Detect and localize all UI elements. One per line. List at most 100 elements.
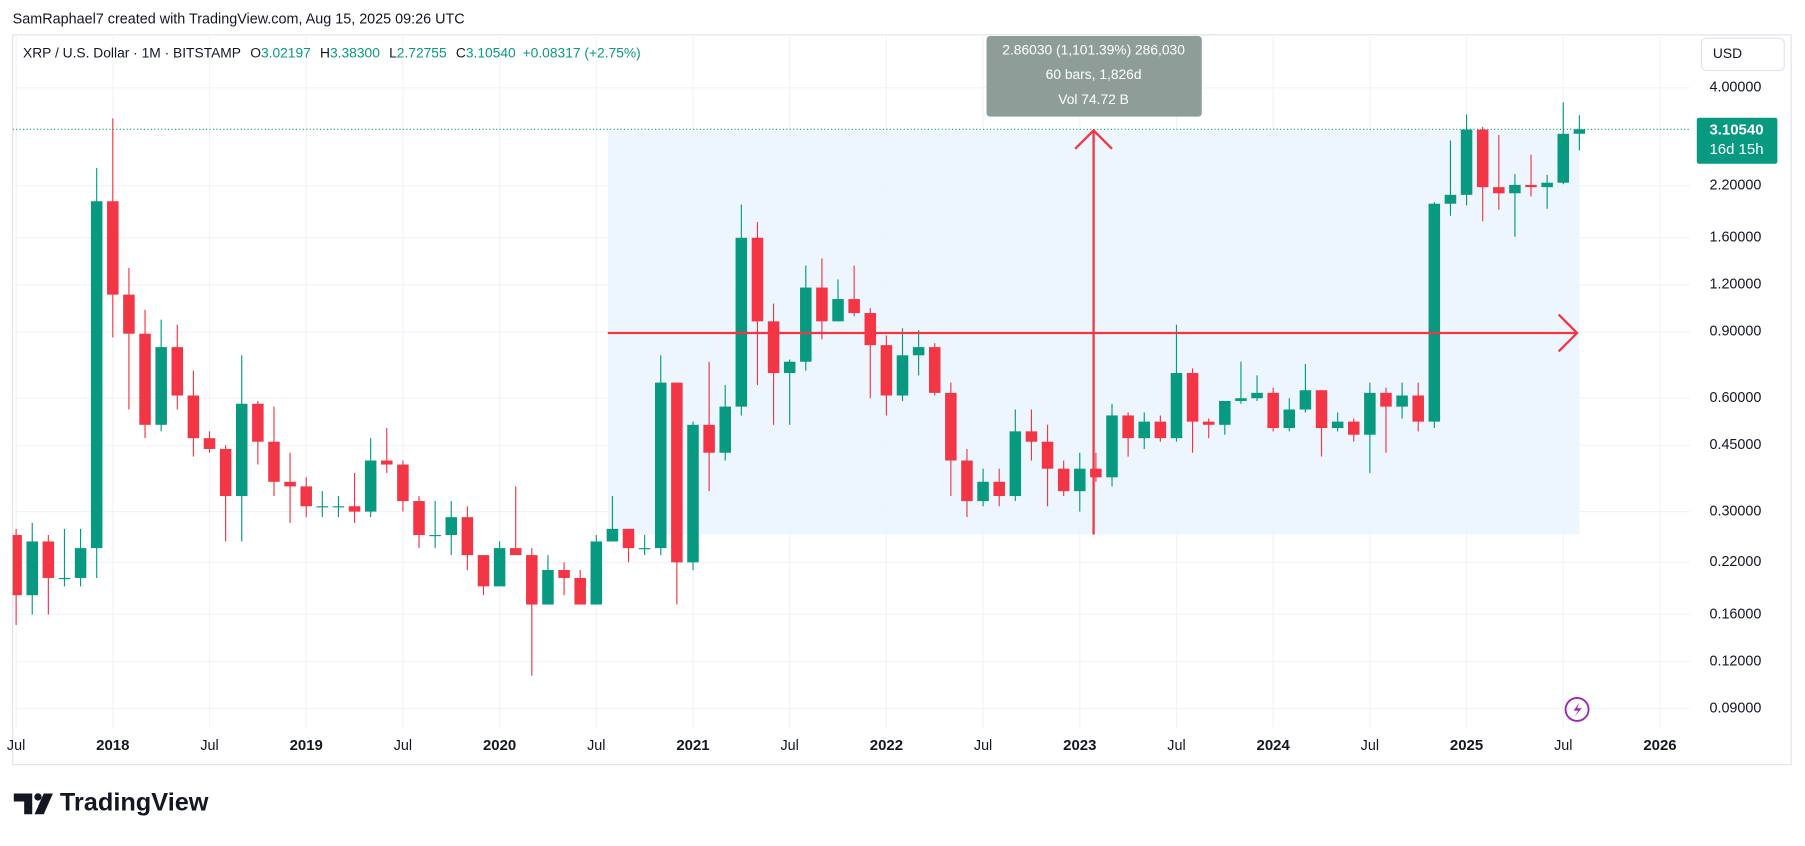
candle-body bbox=[928, 347, 941, 393]
icon-bolt[interactable] bbox=[1573, 702, 1582, 717]
currency[interactable]: USD bbox=[1713, 45, 1742, 61]
measure-box-bg bbox=[986, 36, 1202, 117]
logo: TradingView bbox=[13, 789, 209, 817]
close-label: C bbox=[456, 44, 466, 60]
close-value: 3.10540 bbox=[466, 44, 516, 60]
candle-body bbox=[606, 528, 619, 542]
candle-body bbox=[1541, 182, 1553, 188]
candle-body bbox=[751, 237, 764, 322]
y-tick-label: 0.22000 bbox=[1709, 554, 1761, 570]
candle-body bbox=[961, 460, 973, 502]
candle-body bbox=[1170, 373, 1183, 439]
candle-body bbox=[300, 486, 312, 507]
candle-body bbox=[381, 460, 393, 465]
candle-body bbox=[1476, 129, 1489, 188]
candles bbox=[12, 102, 1690, 676]
candle-body bbox=[1525, 184, 1537, 188]
candle-body bbox=[461, 517, 474, 556]
candle-body bbox=[526, 555, 538, 605]
x-tick-label: 2024 bbox=[1257, 737, 1291, 754]
candle-body bbox=[1057, 468, 1070, 492]
arrow-head bbox=[1557, 313, 1579, 353]
x-tick-label: Jul bbox=[1167, 738, 1185, 754]
y-tick-label: 0.30000 bbox=[1709, 503, 1761, 519]
candle-body bbox=[1154, 421, 1167, 439]
candle-body bbox=[1186, 373, 1199, 422]
measure-change: 2.86030 (1,101.39%) 286,030 bbox=[1002, 42, 1185, 58]
currency-button[interactable] bbox=[1700, 37, 1785, 72]
logo-text: TradingView bbox=[60, 789, 209, 817]
x-tick-label: 2020 bbox=[483, 737, 516, 754]
candle-body bbox=[12, 535, 22, 596]
x-tick-label: 2023 bbox=[1063, 737, 1096, 754]
symbol-legend: XRP / U.S. Dollar · 1M · BITSTAMP O3.0219… bbox=[23, 44, 641, 60]
candle-body bbox=[1460, 129, 1473, 195]
x-tick-label: Jul bbox=[200, 738, 218, 754]
candle-body bbox=[1396, 395, 1408, 407]
x-tick-label: Jul bbox=[1554, 738, 1572, 754]
candle-body bbox=[155, 347, 167, 425]
candle-body bbox=[832, 299, 844, 322]
candle-body bbox=[1009, 431, 1022, 497]
measure-bars: 60 bars, 1,826d bbox=[1046, 66, 1142, 82]
open-value: 3.02197 bbox=[261, 44, 311, 60]
symbol: XRP / U.S. Dollar · 1M · BITSTAMP bbox=[23, 44, 241, 60]
countdown-label: 16d 15h bbox=[1709, 141, 1763, 158]
candle-body bbox=[1106, 415, 1118, 478]
logo-dot bbox=[34, 793, 42, 801]
candle-body bbox=[235, 403, 248, 497]
candle-body bbox=[1283, 409, 1296, 429]
x-tick-label: Jul bbox=[780, 738, 798, 754]
candle-body bbox=[203, 438, 216, 449]
candle-body bbox=[429, 535, 441, 537]
icon-ring[interactable] bbox=[1564, 697, 1590, 722]
candle-body bbox=[316, 506, 329, 508]
candle-body bbox=[735, 237, 748, 407]
logo-slash bbox=[34, 793, 53, 815]
candle-body bbox=[123, 294, 135, 334]
candle-body bbox=[880, 345, 893, 396]
measure-volume: Vol 74.72 B bbox=[1058, 91, 1129, 107]
candle-body bbox=[364, 460, 377, 512]
candle-body bbox=[1267, 392, 1279, 429]
x-tick-label: Jul bbox=[587, 738, 605, 754]
x-tick-label: 2022 bbox=[870, 737, 903, 754]
low-label: L bbox=[389, 44, 397, 60]
candle-body bbox=[993, 481, 1005, 497]
candle-body bbox=[1509, 184, 1521, 194]
candle-body bbox=[477, 555, 490, 587]
candle-body bbox=[397, 464, 409, 502]
candle-body bbox=[558, 569, 570, 578]
candle-body bbox=[687, 424, 699, 563]
candle-body bbox=[896, 355, 909, 396]
assistant-icon[interactable] bbox=[1564, 697, 1590, 722]
candle-body bbox=[1025, 431, 1038, 442]
candle-body bbox=[1138, 421, 1150, 439]
candle-body bbox=[26, 541, 38, 596]
candle-body bbox=[638, 548, 651, 550]
candle-body bbox=[1122, 415, 1134, 439]
x-tick-label: Jul bbox=[394, 738, 412, 754]
candle-body bbox=[542, 569, 554, 605]
candle-body bbox=[445, 517, 458, 536]
candle-body bbox=[977, 481, 989, 502]
candle-body bbox=[1364, 392, 1376, 435]
candle-body bbox=[767, 321, 780, 374]
candle-body bbox=[1202, 421, 1215, 425]
candle-body bbox=[1041, 441, 1054, 469]
x-tick-label: 2025 bbox=[1450, 737, 1483, 754]
candle-body bbox=[74, 548, 87, 578]
candle-body bbox=[1090, 468, 1102, 478]
candle-body bbox=[1380, 392, 1392, 407]
y-tick-label: 0.12000 bbox=[1709, 653, 1761, 669]
y-tick-label: 1.20000 bbox=[1709, 277, 1761, 293]
last-price-label: 3.10540 bbox=[1709, 121, 1763, 138]
candle-body bbox=[139, 333, 151, 425]
candle-body bbox=[1573, 129, 1586, 134]
x-tick-label: Jul bbox=[1361, 738, 1379, 754]
candle-body bbox=[1315, 390, 1328, 429]
candle-body bbox=[58, 577, 71, 580]
candle-body bbox=[912, 347, 925, 356]
candle-body bbox=[413, 501, 425, 536]
